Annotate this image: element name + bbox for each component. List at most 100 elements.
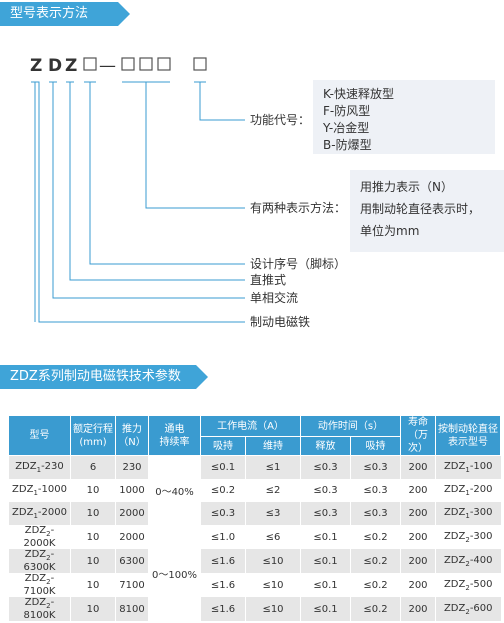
label: 功能代号： [250, 113, 311, 127]
box-line: 用推力表示（N） [360, 180, 453, 194]
section-title: 型号表示方法 [0, 2, 130, 26]
cell: ≤0.2 [350, 549, 401, 573]
model-sub: 2 [46, 554, 51, 562]
header-cell: 维持 [245, 436, 301, 456]
method-box: 用推力表示（N） 用制动轮直径表示时， 单位为mm [350, 170, 504, 252]
model-suffix: -400 [469, 554, 493, 566]
cell: ≤0.1 [300, 549, 351, 573]
cell: 10 [70, 502, 116, 525]
header-line: 型号 [29, 430, 50, 441]
model-suffix: -8100K [23, 597, 56, 621]
cell: ZDZ2-8100K [8, 597, 71, 621]
cell: ≤0.3 [200, 502, 246, 525]
cell: ZDZ2-2000K [8, 525, 71, 549]
cell: 6 [70, 455, 116, 479]
cell: 10 [70, 549, 116, 573]
cell: ZDZ1-2000 [8, 502, 71, 525]
model-sub: 2 [465, 559, 470, 568]
box-line: Y-冶金型 [323, 121, 370, 135]
box-line: B-防爆型 [323, 138, 372, 152]
model-base: ZDZ [443, 602, 466, 614]
model-sub: 2 [465, 583, 470, 592]
cell: ≤10 [245, 573, 301, 597]
model-base: ZDZ [443, 507, 466, 518]
cell: 200 [400, 549, 436, 573]
table-row: ZDZ1-2000 10 2000 ≤0.3 ≤3 ≤0.3 ≤0.3 200 ZDZ1-300 [8, 502, 501, 525]
cell: ≤0.1 [300, 597, 351, 621]
box-line: F-防风型 [323, 104, 371, 118]
model-base: ZDZ [15, 461, 37, 472]
model-base: ZDZ [443, 530, 466, 542]
model-sub: 1 [33, 489, 38, 497]
code-diagram [31, 57, 245, 323]
cell: 230 [115, 455, 149, 479]
header-row: 吸持 维持 释放 吸持 [9, 436, 501, 456]
table-row: ZDZ2-2000K 10 2000 0～100% ≤1.0 ≤6 ≤0.1 ≤0.2 200 Z… [8, 525, 501, 621]
cell: ZDZ2-7100K [8, 573, 71, 597]
header-line: 吸持 [213, 440, 233, 452]
header-cell: 释放 [300, 436, 351, 456]
table-row: ZDZ2-6300K 10 6300 ≤1.6 ≤10 ≤0.1 ≤0.2 200 ZDZ2-4… [8, 549, 501, 573]
header-line: 持续率 [159, 436, 190, 448]
cell: ≤10 [245, 597, 301, 621]
cell: 200 [400, 525, 436, 549]
model-base: ZDZ [12, 507, 34, 518]
cell: ≤0.2 [200, 479, 246, 502]
model-base: ZDZ [24, 549, 47, 560]
header-cell: 通电 持续率 [148, 415, 201, 456]
code-letter: D [48, 56, 63, 76]
cell: 2000 [115, 502, 149, 525]
header-line: 吸持 [365, 440, 386, 452]
model-suffix: -7100K [23, 573, 56, 597]
cell: ZDZ2-400 [435, 549, 501, 573]
cell: 10 [70, 597, 116, 621]
model-base: ZDZ [24, 597, 47, 608]
cell: 200 [400, 479, 436, 502]
header-cell: 动作时间（s） [300, 414, 401, 438]
label: 设计序号（脚标） [250, 257, 347, 271]
table-row: ZDZ2-7100K 10 7100 ≤1.6 ≤10 ≤0.1 ≤0.2 200 ZDZ2-5… [8, 573, 501, 597]
cell: 200 [400, 502, 436, 525]
cell: 8100 [115, 597, 149, 621]
model-suffix: -2000K [23, 525, 56, 549]
header-cell: 吸持 [200, 436, 246, 456]
spec-table: 型号 额定行程 (mm) 推力 （N） 通电 持续率 工作电流（A） 动作时间（s） 寿命 （万次）… [8, 414, 501, 621]
model-base: ZDZ [443, 461, 466, 472]
function-box: K-快速释放型 F-防风型 Y-冶金型 B-防爆型 [313, 80, 495, 154]
cell: ≤0.3 [300, 455, 351, 479]
cell: ≤6 [245, 525, 301, 549]
model-suffix: -100 [469, 461, 493, 472]
cell: ZDZ1-300 [435, 502, 501, 525]
model-suffix: -600 [469, 602, 493, 614]
model-sub: 1 [465, 466, 470, 474]
box-line: 用制动轮直径表示时， [360, 202, 481, 216]
model-suffix: -1000 [37, 484, 67, 495]
model-sub: 1 [465, 512, 470, 520]
code-dash: — [99, 56, 116, 76]
header-line: 额定行程 [73, 423, 113, 435]
cell: ≤2 [245, 479, 301, 502]
cell: ZDZ2-300 [435, 525, 501, 549]
cell: 10 [70, 525, 116, 549]
cell: ≤0.1 [300, 525, 351, 549]
header-line: (mm) [79, 436, 107, 448]
model-base: ZDZ [443, 484, 466, 495]
code-letter: Z [65, 56, 78, 76]
header-line: 推力 [122, 423, 142, 435]
header-line: 维持 [263, 440, 283, 452]
header-line: 动作时间（s） [317, 420, 384, 432]
cell: ≤0.3 [300, 479, 351, 502]
model-sub: 2 [465, 607, 470, 616]
cell: ≤0.3 [350, 502, 401, 525]
header-line: 表示型号 [448, 436, 488, 448]
cell: ≤1.6 [200, 549, 246, 573]
model-suffix: -500 [469, 578, 493, 590]
model-base: ZDZ [443, 554, 466, 566]
cell: ≤0.2 [350, 573, 401, 597]
cell: ≤1.6 [200, 573, 246, 597]
model-sub: 1 [33, 512, 38, 520]
cell: ≤3 [245, 502, 301, 525]
cell: 0～100% [148, 525, 201, 621]
cell: ZDZ1-230 [8, 455, 71, 479]
cell: ZDZ1-1000 [8, 479, 71, 502]
